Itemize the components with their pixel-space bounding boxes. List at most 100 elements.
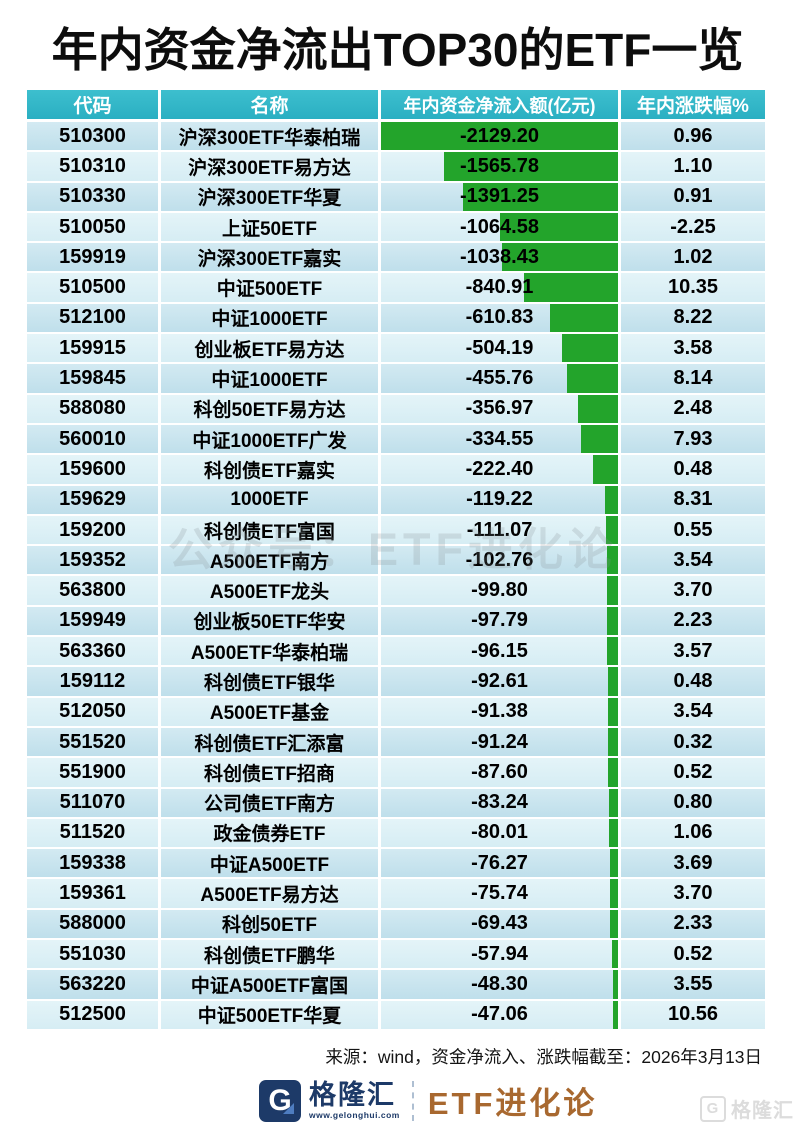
- cell-code: 159629: [27, 485, 158, 514]
- column-name: ETF进化论: [427, 1086, 598, 1121]
- corner-watermark-label: 格隆汇: [731, 1100, 794, 1122]
- table-row: 510310 沪深300ETF易方达 -1565.78 1.10: [27, 152, 765, 183]
- flow-value: -57.94: [471, 942, 528, 965]
- table-body: 510300 沪深300ETF华泰柏瑞 -2129.20 0.96 510310 沪深30…: [27, 122, 765, 1031]
- cell-change: 2.48: [618, 394, 765, 423]
- flow-value: -504.19: [465, 336, 534, 359]
- flow-value: -47.06: [471, 1003, 528, 1026]
- cell-change: 0.32: [618, 727, 765, 757]
- table-row: 510050 上证50ETF -1064.58 -2.25: [27, 212, 765, 244]
- table-row: 588000 科创50ETF -69.43 2.33: [27, 909, 765, 941]
- footer-divider: [411, 1080, 414, 1121]
- table-row: 159629 1000ETF -119.22 8.31: [27, 485, 765, 516]
- cell-change: 0.52: [618, 758, 765, 787]
- cell-change: 3.70: [618, 879, 765, 908]
- flow-bar: [609, 879, 618, 908]
- flow-value: -76.27: [471, 851, 528, 874]
- col-header-name: 名称: [158, 90, 378, 119]
- flow-bar: [443, 152, 618, 181]
- table-row: 511070 公司债ETF南方 -83.24 0.80: [27, 788, 765, 819]
- cell-name: 科创债ETF鹏华: [158, 940, 378, 969]
- brand-site-url: www.gelonghui.com: [309, 1109, 400, 1120]
- table-row: 512500 中证500ETF华夏 -47.06 10.56: [27, 1000, 765, 1031]
- cell-name: 科创债ETF银华: [158, 667, 378, 696]
- cell-change: 3.54: [618, 697, 765, 726]
- cell-flow: -97.79: [378, 606, 618, 636]
- flow-bar: [578, 394, 618, 423]
- cell-code: 159338: [27, 849, 158, 878]
- cell-code: 588080: [27, 394, 158, 423]
- table-row: 563800 A500ETF龙头 -99.80 3.70: [27, 576, 765, 607]
- cell-name: A500ETF华泰柏瑞: [158, 637, 378, 666]
- cell-flow: -1565.78: [378, 152, 618, 181]
- flow-value: -91.38: [471, 700, 528, 723]
- flow-bar: [607, 637, 618, 666]
- cell-flow: -610.83: [378, 303, 618, 333]
- flow-bar: [608, 788, 618, 817]
- flow-value: -48.30: [471, 972, 528, 995]
- flow-bar: [608, 758, 618, 787]
- cell-name: 中证A500ETF: [158, 849, 378, 878]
- brand-block: 格隆汇 www.gelonghui.com: [309, 1081, 400, 1120]
- cell-code: 159845: [27, 364, 158, 393]
- cell-code: 551030: [27, 940, 158, 969]
- cell-code: 159361: [27, 879, 158, 908]
- footer-logos: G 格隆汇 www.gelonghui.com ETF进化论: [259, 1078, 597, 1123]
- flow-value: -1565.78: [460, 154, 539, 177]
- flow-bar: [381, 122, 618, 151]
- cell-flow: -76.27: [378, 849, 618, 878]
- etf-flow-table: 代码 名称 年内资金净流入额(亿元) 年内涨跌幅% 510300 沪深300ETF…: [27, 90, 765, 1031]
- table-row: 159919 沪深300ETF嘉实 -1038.43 1.02: [27, 243, 765, 274]
- cell-code: 560010: [27, 424, 158, 454]
- cell-name: A500ETF基金: [158, 697, 378, 726]
- cell-code: 510500: [27, 273, 158, 302]
- cell-code: 511520: [27, 818, 158, 848]
- cell-flow: -48.30: [378, 970, 618, 999]
- flow-value: -111.07: [466, 518, 533, 541]
- flow-value: -102.76: [465, 548, 534, 571]
- table-row: 159949 创业板50ETF华安 -97.79 2.23: [27, 606, 765, 638]
- cell-code: 159919: [27, 243, 158, 272]
- corner-watermark: G 格隆汇: [700, 1094, 794, 1123]
- flow-value: -840.91: [465, 276, 534, 299]
- flow-bar: [606, 576, 618, 605]
- cell-code: 563800: [27, 576, 158, 605]
- cell-change: 2.33: [618, 909, 765, 939]
- flow-value: -75.74: [471, 882, 528, 905]
- flow-bar: [612, 1000, 618, 1029]
- flow-value: -69.43: [471, 912, 528, 935]
- cell-code: 159949: [27, 606, 158, 636]
- table-row: 159361 A500ETF易方达 -75.74 3.70: [27, 879, 765, 910]
- cell-change: 3.69: [618, 849, 765, 878]
- cell-change: 0.48: [618, 667, 765, 696]
- cell-code: 159600: [27, 455, 158, 484]
- cell-code: 159915: [27, 334, 158, 363]
- cell-change: 0.80: [618, 788, 765, 817]
- flow-bar: [604, 485, 618, 514]
- cell-flow: -57.94: [378, 940, 618, 969]
- table-row: 510330 沪深300ETF华夏 -1391.25 0.91: [27, 182, 765, 213]
- table-row: 159352 A500ETF南方 -102.76 3.54: [27, 546, 765, 577]
- page-title: 年内资金净流出TOP30的ETF一览: [51, 24, 744, 76]
- cell-change: 3.58: [618, 334, 765, 363]
- cell-code: 510330: [27, 182, 158, 211]
- cell-flow: -87.60: [378, 758, 618, 787]
- flow-value: -610.83: [465, 306, 534, 329]
- cell-name: 科创债ETF富国: [158, 515, 378, 545]
- flow-bar: [580, 424, 618, 454]
- cell-change: 0.96: [618, 122, 765, 151]
- cell-flow: -119.22: [378, 485, 618, 514]
- cell-change: 10.56: [618, 1000, 765, 1029]
- cell-change: -2.25: [618, 212, 765, 242]
- cell-code: 511070: [27, 788, 158, 817]
- cell-name: 公司债ETF南方: [158, 788, 378, 817]
- cell-flow: -455.76: [378, 364, 618, 393]
- cell-flow: -1038.43: [378, 243, 618, 272]
- flow-bar: [593, 455, 618, 484]
- flow-bar: [499, 212, 618, 242]
- cell-name: 科创债ETF嘉实: [158, 455, 378, 484]
- cell-flow: -96.15: [378, 637, 618, 666]
- flow-value: -222.40: [465, 457, 534, 480]
- cell-flow: -1391.25: [378, 182, 618, 211]
- cell-name: 1000ETF: [158, 485, 378, 514]
